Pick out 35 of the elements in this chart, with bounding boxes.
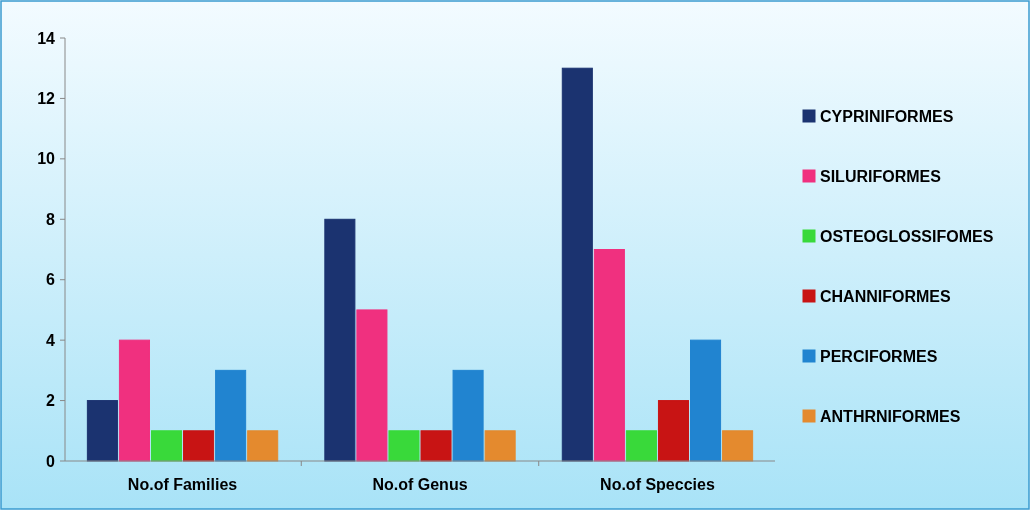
bar bbox=[593, 249, 625, 462]
bar bbox=[324, 218, 356, 462]
y-tick-label: 14 bbox=[37, 29, 56, 47]
y-tick-label: 2 bbox=[46, 392, 56, 410]
y-tick-label: 12 bbox=[37, 90, 56, 108]
legend-label: SILURIFORMES bbox=[820, 167, 942, 185]
bar bbox=[484, 430, 516, 462]
bar bbox=[150, 430, 183, 462]
legend-label: ANTHRNIFORMES bbox=[820, 407, 961, 425]
x-tick-label: No.of Speccies bbox=[600, 476, 715, 493]
bar bbox=[215, 369, 247, 462]
legend-label: CHANNIFORMES bbox=[820, 287, 951, 305]
bar bbox=[86, 400, 118, 462]
legend-label: PERCIFORMES bbox=[820, 347, 938, 365]
bar bbox=[247, 430, 279, 462]
bar bbox=[657, 400, 690, 462]
y-tick-label: 8 bbox=[46, 210, 56, 228]
x-tick-label: No.of Genus bbox=[372, 476, 468, 493]
legend-label: OSTEOGLOSSIFOMES bbox=[820, 227, 994, 245]
y-tick-label: 0 bbox=[46, 452, 56, 470]
bar bbox=[722, 430, 754, 462]
bar bbox=[452, 369, 484, 462]
bar bbox=[183, 430, 215, 462]
bar bbox=[690, 339, 722, 462]
bar bbox=[388, 430, 420, 462]
bar bbox=[561, 67, 593, 462]
y-tick-label: 6 bbox=[46, 271, 56, 289]
y-tick-label: 4 bbox=[46, 331, 56, 349]
bar bbox=[356, 309, 388, 462]
x-tick-label: No.of Families bbox=[127, 476, 238, 493]
legend-label: CYPRINIFORMES bbox=[820, 107, 954, 125]
bar bbox=[118, 339, 150, 462]
y-tick-label: 10 bbox=[37, 150, 56, 168]
bar bbox=[420, 430, 452, 462]
bar bbox=[625, 430, 657, 462]
